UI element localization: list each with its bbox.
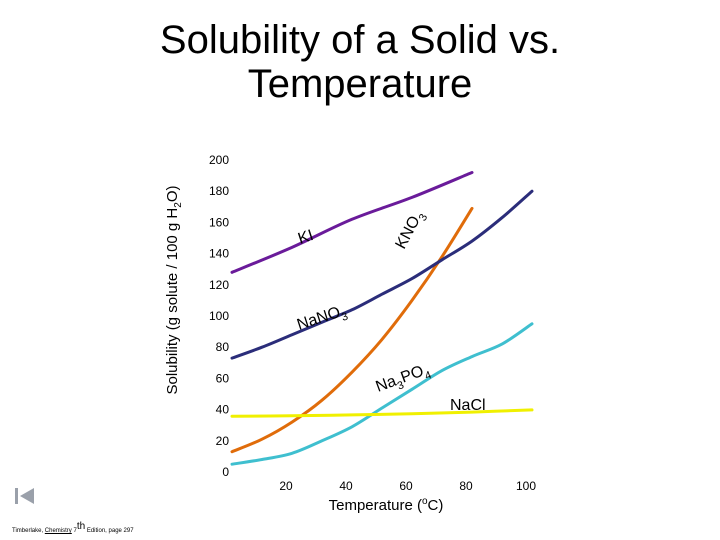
x-tick-label: 80 [459, 479, 473, 493]
x-tick-label: 100 [516, 479, 536, 493]
y-tick-label: 120 [209, 278, 229, 292]
series-na3po4-label: Na3PO4 [374, 361, 434, 400]
x-tick-label: 20 [279, 479, 293, 493]
skip-back-icon [15, 488, 34, 504]
series-nacl-label: NaCl [450, 397, 486, 414]
series-nano3-label: NaNO3 [295, 302, 350, 338]
chart-title: Solubility of a Solid vs. Temperature [159, 18, 561, 106]
series-kno3-label: KNO3 [393, 208, 431, 254]
source-citation: Timberlake, Chemistry 7th Edition, page … [12, 521, 134, 534]
series-kno3-line [230, 206, 474, 454]
y-tick-label: 160 [209, 215, 229, 229]
y-tick-label: 80 [216, 340, 230, 354]
series-na3po4-line [230, 322, 534, 466]
y-tick-label: 140 [209, 247, 229, 261]
tick-labels: 0 20 40 60 80 100 120 140 160 180 200 20 40 60 80 100 [209, 153, 536, 493]
series-lines [230, 171, 534, 466]
series-labels: KI KNO3 NaNO3 Na3PO4 NaCl [295, 208, 486, 414]
y-tick-label: 20 [216, 434, 230, 448]
y-tick-label: 100 [209, 309, 229, 323]
y-tick-label: 60 [216, 371, 230, 385]
x-tick-label: 40 [339, 479, 353, 493]
y-tick-label: 200 [209, 153, 229, 167]
x-axis-label: Temperature (oC) [328, 496, 444, 514]
y-tick-label: 0 [222, 465, 229, 479]
first-slide-button[interactable] [14, 486, 36, 506]
y-axis-label: Solubility (g solute / 100 g H2O) [164, 185, 184, 395]
series-nacl-line [230, 408, 534, 418]
series-nano3-line [230, 189, 534, 360]
y-tick-label: 40 [216, 403, 230, 417]
series-ki-line [230, 171, 474, 274]
y-tick-label: 180 [209, 184, 229, 198]
x-tick-label: 60 [399, 479, 413, 493]
series-ki-label: KI [296, 227, 316, 248]
